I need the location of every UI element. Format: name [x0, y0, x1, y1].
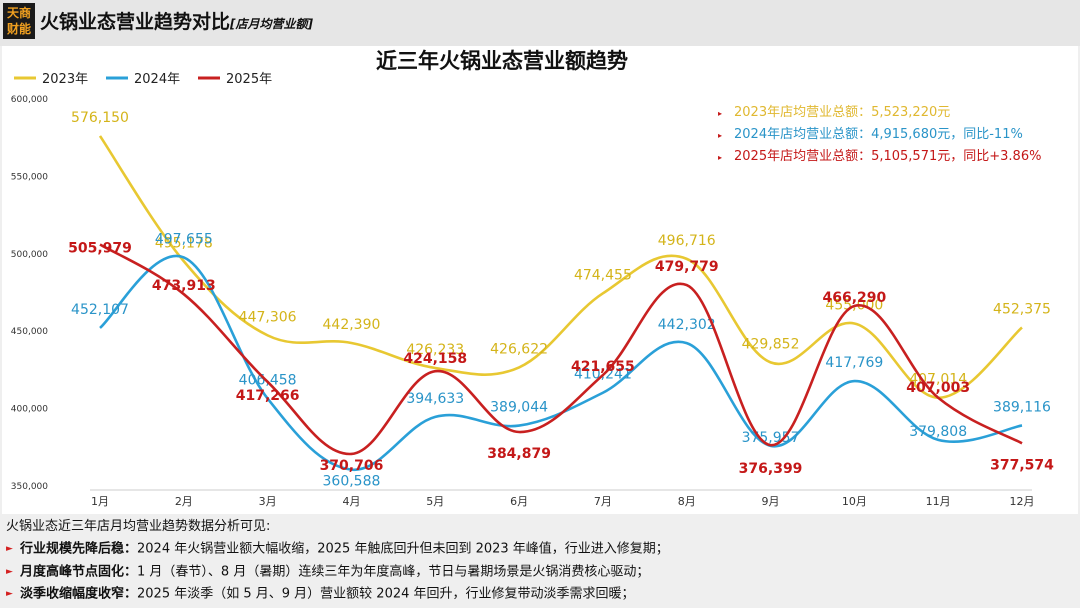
x-tick-label: 1月: [91, 495, 109, 508]
y-tick-label: 400,000: [11, 405, 48, 415]
legend-label: 2023年: [42, 72, 88, 87]
data-label: 375,957: [742, 430, 800, 446]
analysis-point-1: ► 行业规模先降后稳：2024 年火锅营业额大幅收缩，2025 年触底回升但未回到…: [6, 538, 1076, 561]
logo-line-2: 财能: [6, 22, 31, 36]
analysis-section: 火锅业态近三年店月均营业趋势数据分析可见: ► 行业规模先降后稳：2024 年火锅…: [6, 516, 1076, 606]
data-label: 407,003: [906, 380, 970, 396]
data-label: 576,150: [71, 110, 129, 126]
totals-bullet: ▸: [718, 153, 722, 162]
analysis-point-3: ► 淡季收缩幅度收窄：2025 年淡季（如 5 月、9 月）营业额较 2024 年…: [6, 583, 1076, 606]
bullet-icon: ►: [6, 589, 13, 599]
data-label: 466,290: [822, 290, 886, 306]
totals-bullet: ▸: [718, 109, 722, 118]
data-label: 442,302: [658, 317, 716, 333]
totals-text: 2025年店均营业总额：5,105,571元，同比+3.86%: [734, 149, 1041, 164]
data-label: 389,116: [993, 399, 1051, 415]
data-label: 473,913: [152, 278, 216, 294]
x-tick-label: 8月: [678, 495, 696, 508]
data-label: 421,655: [571, 359, 635, 375]
x-tick-label: 6月: [510, 495, 528, 508]
analysis-point-text: 1 月（春节）、8 月（暑期）连续三年为年度高峰，节日与暑期场景是火锅消费核心驱…: [137, 564, 650, 579]
x-tick-label: 4月: [342, 495, 360, 508]
x-tick-label: 5月: [426, 495, 444, 508]
bullet-icon: ►: [6, 566, 13, 577]
bullet-icon: ►: [6, 544, 13, 554]
data-label: 452,375: [993, 302, 1051, 318]
series-line-2023年: [98, 135, 1023, 400]
brand-logo: 天商 财能: [3, 3, 35, 39]
data-label: 496,716: [658, 233, 716, 249]
analysis-point-text: 2024 年火锅营业额大幅收缩，2025 年触底回升但未回到 2023 年峰值，…: [137, 541, 669, 557]
series-line-2024年: [99, 254, 1023, 471]
data-label: 505,979: [68, 241, 132, 257]
x-tick-label: 9月: [762, 495, 780, 508]
chart-container: 近三年火锅业态营业额趋势 2023年 2024年 2025年 350,000 400,00…: [2, 46, 1078, 514]
y-tick-label: 550,000: [11, 172, 48, 182]
y-tick-label: 500,000: [11, 250, 48, 260]
y-tick-label: 350,000: [11, 482, 48, 492]
analysis-point-2: ► 月度高峰节点固化：1 月（春节）、8 月（暑期）连续三年为年度高峰，节日与暑期…: [6, 561, 1076, 584]
data-label: 426,622: [490, 341, 548, 357]
legend-label: 2025年: [226, 72, 272, 87]
analysis-point-title: 行业规模先降后稳：: [20, 541, 138, 557]
y-tick-label: 450,000: [11, 327, 48, 337]
chart-title: 近三年火锅业态营业额趋势: [376, 49, 628, 73]
data-label: 495,178: [155, 235, 213, 251]
x-tick-label: 10月: [842, 495, 867, 508]
header: 天商 财能 火锅业态营业趋势对比[店月均营业额]: [0, 0, 1080, 46]
data-label: 497,655: [155, 231, 213, 247]
data-label: 394,633: [406, 391, 464, 407]
data-label: 376,399: [739, 461, 803, 477]
data-label: 417,266: [236, 388, 300, 404]
data-label: 384,879: [487, 446, 551, 462]
x-tick-label: 2月: [175, 495, 193, 508]
x-tick-label: 12月: [1010, 495, 1035, 508]
data-label: 426,233: [406, 342, 464, 358]
data-label: 452,107: [71, 302, 129, 318]
data-label: 370,706: [320, 458, 384, 474]
legend-label: 2024年: [134, 72, 180, 87]
analysis-point-title: 月度高峰节点固化：: [20, 564, 138, 579]
x-tick-label: 7月: [594, 495, 612, 508]
data-label: 474,455: [574, 267, 632, 283]
x-tick-label: 3月: [259, 495, 277, 508]
data-label: 442,390: [323, 317, 381, 333]
analysis-point-title: 淡季收缩幅度收窄：: [20, 586, 138, 602]
data-label: 389,044: [490, 400, 548, 416]
analysis-intro: 火锅业态近三年店月均营业趋势数据分析可见:: [6, 519, 271, 534]
analysis-point-text: 2025 年淡季（如 5 月、9 月）营业额较 2024 年回升，行业修复带动淡…: [137, 586, 635, 602]
data-label: 379,808: [909, 424, 967, 440]
totals-text: 2024年店均营业总额：4,915,680元，同比-11%: [734, 127, 1023, 142]
totals-bullet: ▸: [718, 131, 722, 140]
series-line-2025年: [99, 243, 1023, 456]
data-label: 479,779: [655, 259, 719, 275]
page-subtitle: [店月均营业额]: [230, 17, 313, 31]
data-label: 447,306: [239, 309, 297, 325]
y-tick-label: 600,000: [11, 95, 48, 105]
data-label: 417,769: [825, 355, 883, 371]
data-label: 424,158: [403, 351, 467, 367]
page-title-text: 火锅业态营业趋势对比: [40, 11, 231, 33]
data-label: 360,588: [323, 474, 381, 490]
x-tick-label: 11月: [926, 495, 951, 508]
line-chart: 近三年火锅业态营业额趋势 2023年 2024年 2025年 350,000 400,00…: [11, 49, 1054, 508]
data-label: 429,852: [742, 336, 800, 352]
logo-line-1: 天商: [6, 6, 31, 20]
data-label: 377,574: [990, 457, 1054, 473]
page-title: 火锅业态营业趋势对比[店月均营业额]: [40, 7, 313, 34]
totals-text: 2023年店均营业总额：5,523,220元: [734, 105, 950, 120]
